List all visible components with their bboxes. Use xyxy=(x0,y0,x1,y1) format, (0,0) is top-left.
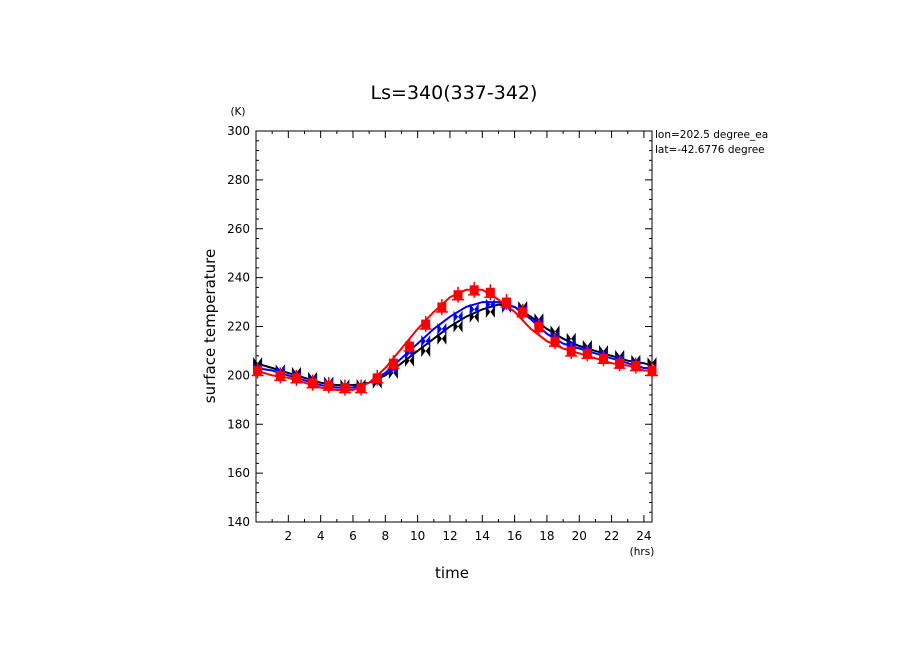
x-tick-label: 8 xyxy=(381,529,389,543)
series-0-marker xyxy=(453,320,463,333)
x-tick-label: 12 xyxy=(442,529,457,543)
y-tick-label: 160 xyxy=(227,466,250,480)
y-tick-label: 140 xyxy=(227,515,250,529)
x-tick-label: 20 xyxy=(572,529,587,543)
series-0-marker xyxy=(405,354,415,367)
y-tick-label: 200 xyxy=(227,368,250,382)
x-tick-label: 10 xyxy=(410,529,425,543)
y-tick-label: 300 xyxy=(227,124,250,138)
series-1-marker xyxy=(421,335,431,348)
series-0-marker xyxy=(485,305,495,318)
series-1-marker xyxy=(437,322,447,335)
x-tick-label: 18 xyxy=(539,529,554,543)
y-tick-label: 240 xyxy=(227,271,250,285)
x-tick-label: 22 xyxy=(604,529,619,543)
x-unit-label: (hrs) xyxy=(630,546,655,558)
y-unit-label: (K) xyxy=(230,106,245,118)
series-0-marker xyxy=(421,344,431,357)
series-layer xyxy=(251,281,658,396)
annotation-lat: lat=-42.6776 degree xyxy=(655,144,765,156)
x-tick-label: 2 xyxy=(285,529,293,543)
series-0-marker xyxy=(469,310,479,323)
x-tick-label: 6 xyxy=(349,529,357,543)
x-tick-label: 16 xyxy=(507,529,522,543)
y-axis-title: surface temperature xyxy=(201,249,219,404)
chart-title: Ls=340(337-342) xyxy=(371,82,538,104)
series-1-marker xyxy=(469,303,479,316)
x-axis-title: time xyxy=(435,564,469,582)
y-tick-label: 280 xyxy=(227,173,250,187)
series-1-line xyxy=(255,301,652,389)
x-tick-label: 4 xyxy=(317,529,325,543)
series-0-marker xyxy=(437,332,447,345)
y-tick-label: 180 xyxy=(227,417,250,431)
series-0-line xyxy=(255,303,653,387)
series-1-marker xyxy=(485,298,495,311)
series-1-marker xyxy=(453,310,463,323)
y-tick-label: 220 xyxy=(227,320,250,334)
x-tick-label: 14 xyxy=(475,529,490,543)
y-tick-label: 260 xyxy=(227,222,250,236)
annotation-lon: lon=202.5 degree_ea xyxy=(655,129,768,141)
x-tick-label: 24 xyxy=(636,529,651,543)
